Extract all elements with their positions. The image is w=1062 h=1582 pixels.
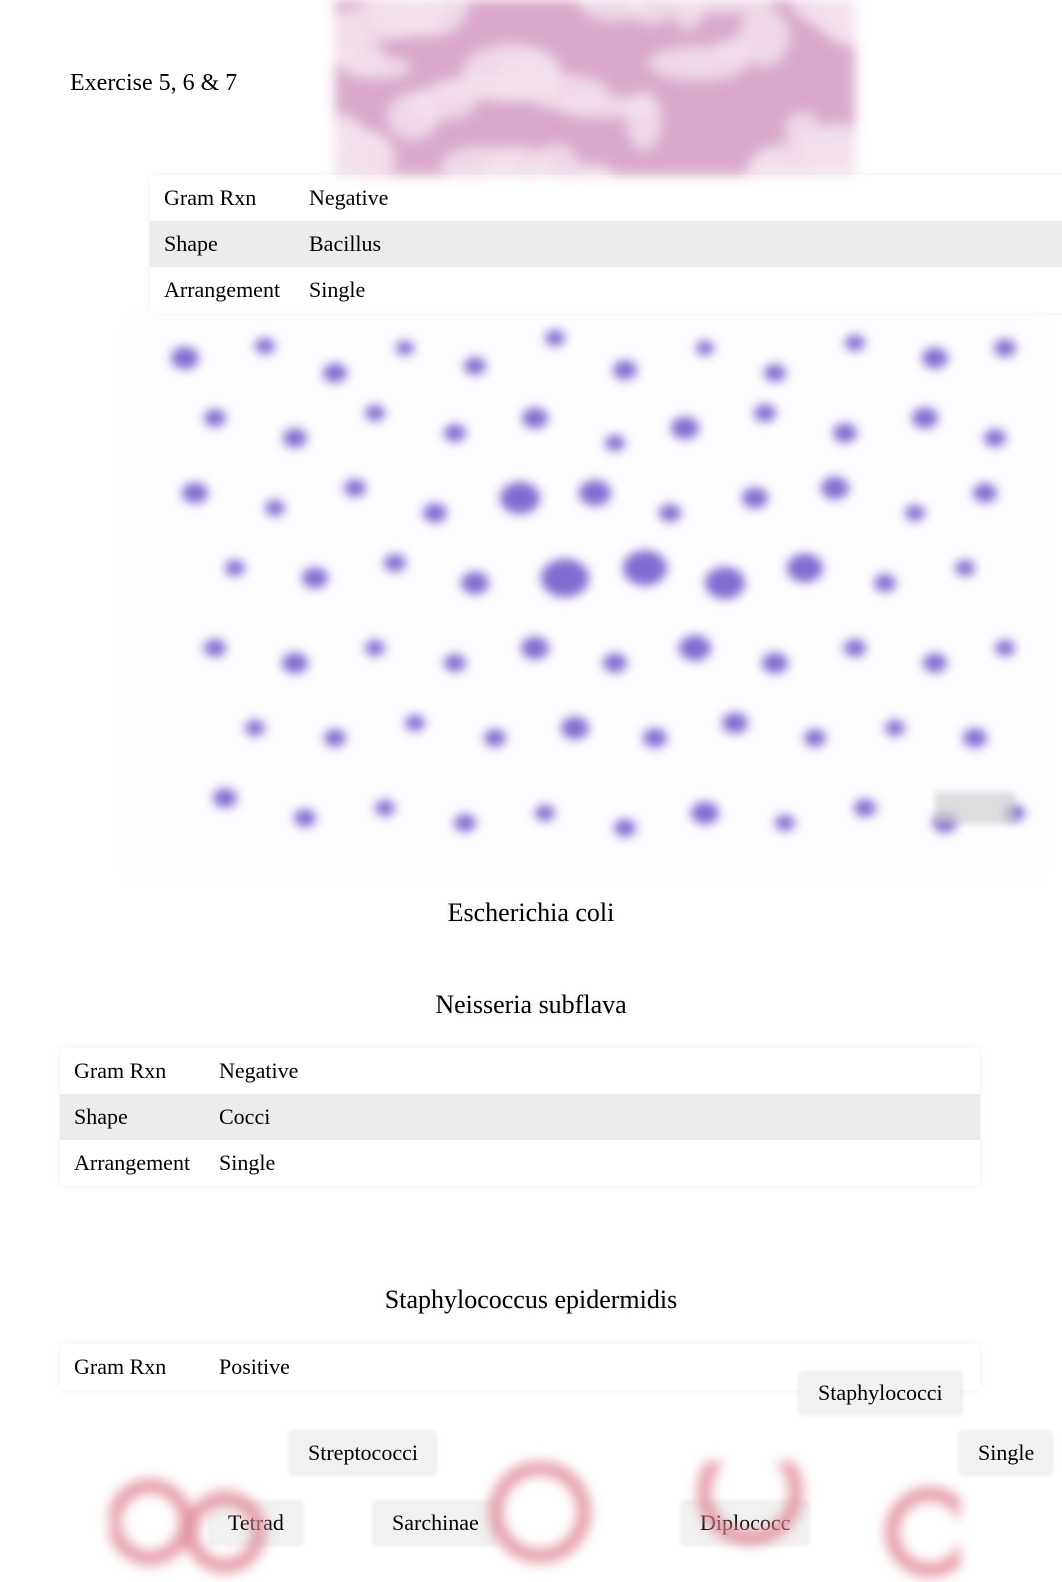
caption-ecoli: Escherichia coli	[0, 898, 1062, 928]
micrograph-ecoli	[125, 318, 1045, 878]
micrograph-bottom	[110, 1462, 960, 1582]
table-row-label: Gram Rxn	[60, 1354, 215, 1380]
page-header: Exercise 5, 6 & 7	[70, 70, 237, 97]
table-row-value: Negative	[215, 1058, 980, 1084]
table-row: ShapeCocci	[60, 1094, 980, 1140]
table-row-label: Arrangement	[150, 277, 305, 303]
tag-single: Single	[960, 1432, 1052, 1474]
table-row-label: Arrangement	[60, 1150, 215, 1176]
table-row-value: Single	[305, 277, 1062, 303]
table-row-label: Shape	[60, 1104, 215, 1130]
properties-table-1: Gram RxnNegativeShapeBacillusArrangement…	[150, 175, 1062, 313]
table-row-label: Shape	[150, 231, 305, 257]
table-row: ArrangementSingle	[150, 267, 1062, 313]
scale-bar	[935, 792, 1015, 824]
caption-neisseria: Neisseria subflava	[0, 990, 1062, 1020]
table-row-value: Cocci	[215, 1104, 980, 1130]
table-row: ArrangementSingle	[60, 1140, 980, 1186]
table-row: Gram RxnNegative	[150, 175, 1062, 221]
table-row-label: Gram Rxn	[150, 185, 305, 211]
table-row-value: Negative	[305, 185, 1062, 211]
tag-staphylococci: Staphylococci	[800, 1372, 961, 1414]
micrograph-top	[335, 0, 855, 175]
table-row: ShapeBacillus	[150, 221, 1062, 267]
table-row: Gram RxnNegative	[60, 1048, 980, 1094]
table-row-value: Bacillus	[305, 231, 1062, 257]
caption-staph: Staphylococcus epidermidis	[0, 1285, 1062, 1315]
table-row-label: Gram Rxn	[60, 1058, 215, 1084]
table-row-value: Single	[215, 1150, 980, 1176]
properties-table-2: Gram RxnNegativeShapeCocciArrangementSin…	[60, 1048, 980, 1186]
